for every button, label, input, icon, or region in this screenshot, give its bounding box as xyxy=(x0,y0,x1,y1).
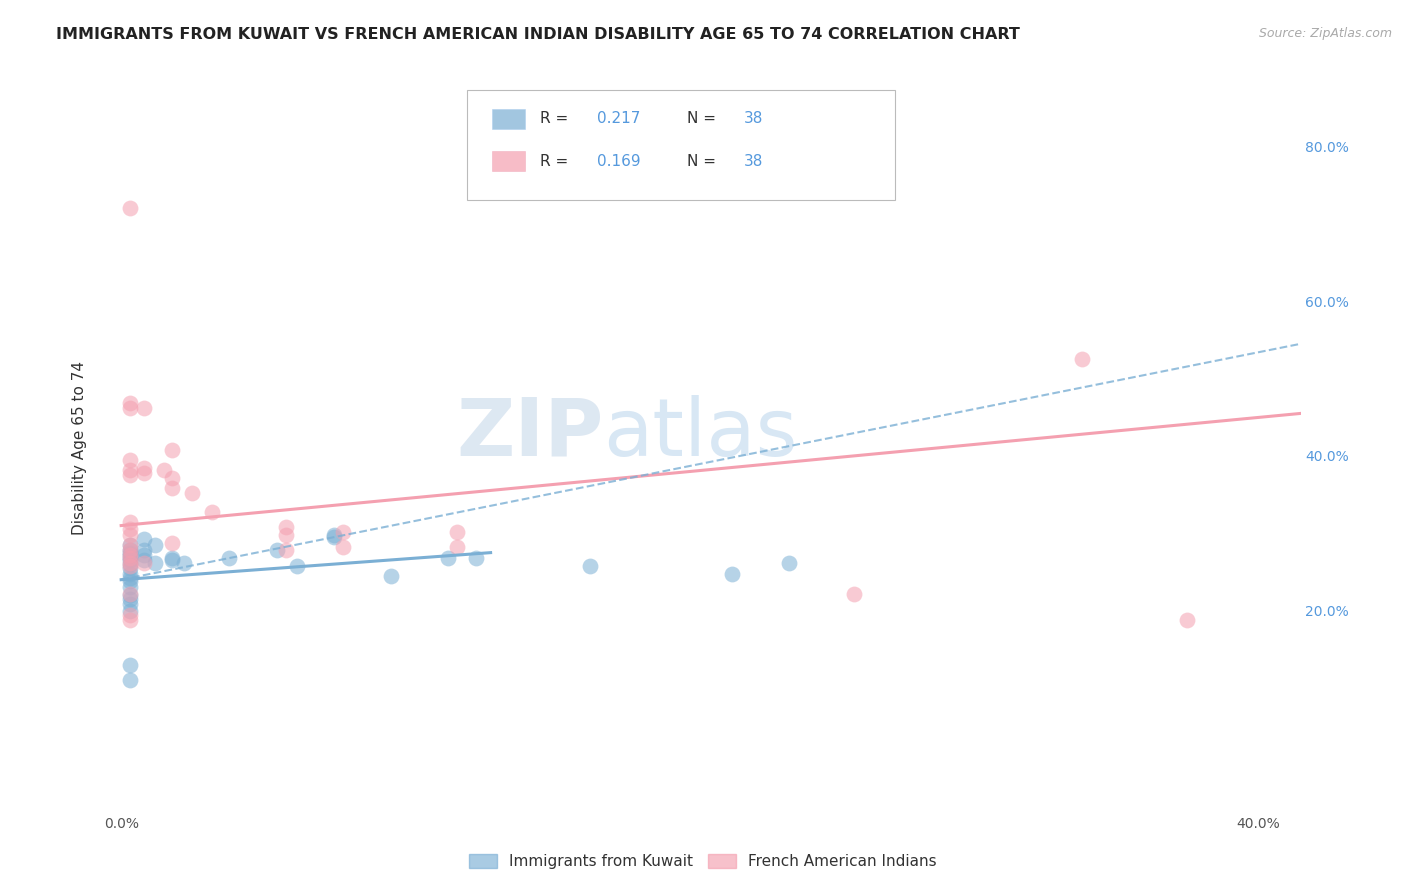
Text: Source: ZipAtlas.com: Source: ZipAtlas.com xyxy=(1258,27,1392,40)
Point xyxy=(118,558,141,573)
Point xyxy=(118,546,141,560)
Point xyxy=(143,556,166,570)
Text: IMMIGRANTS FROM KUWAIT VS FRENCH AMERICAN INDIAN DISABILITY AGE 65 TO 74 CORRELA: IMMIGRANTS FROM KUWAIT VS FRENCH AMERICA… xyxy=(56,27,1021,42)
Point xyxy=(118,561,141,575)
Point xyxy=(132,533,155,547)
Point xyxy=(118,558,141,572)
Point xyxy=(118,202,141,216)
Point xyxy=(118,587,141,601)
Point xyxy=(1175,613,1198,627)
Point xyxy=(118,548,141,562)
Point xyxy=(118,613,141,627)
Point xyxy=(118,463,141,477)
Text: N =: N = xyxy=(688,153,721,169)
Point xyxy=(118,401,141,415)
Point xyxy=(118,571,141,585)
Point xyxy=(132,556,155,570)
Point xyxy=(118,588,141,602)
Point xyxy=(465,551,488,566)
Point xyxy=(118,607,141,622)
Point xyxy=(118,523,141,537)
Point xyxy=(118,468,141,483)
Legend: Immigrants from Kuwait, French American Indians: Immigrants from Kuwait, French American … xyxy=(463,848,943,875)
Point xyxy=(323,528,346,542)
Point xyxy=(118,566,141,581)
Point xyxy=(132,553,155,567)
Point xyxy=(181,486,204,500)
Point xyxy=(162,482,184,496)
Point xyxy=(118,604,141,618)
Point xyxy=(437,551,460,566)
Point xyxy=(1070,352,1092,367)
Text: ZIP: ZIP xyxy=(456,394,603,473)
Point xyxy=(173,556,195,570)
Point xyxy=(446,540,468,554)
Point xyxy=(143,538,166,552)
FancyBboxPatch shape xyxy=(467,90,896,200)
Point xyxy=(274,543,297,558)
Point xyxy=(118,515,141,529)
Point xyxy=(380,569,402,583)
Point xyxy=(332,540,354,554)
Point xyxy=(132,401,155,415)
Point xyxy=(201,505,224,519)
Point xyxy=(118,528,141,542)
Point xyxy=(162,535,184,549)
Point xyxy=(778,556,800,570)
Point xyxy=(266,543,288,558)
Point xyxy=(162,553,184,567)
Point xyxy=(332,524,354,539)
Point xyxy=(132,460,155,475)
Point xyxy=(162,470,184,484)
Point xyxy=(323,530,346,544)
Point xyxy=(118,543,141,558)
Point xyxy=(118,538,141,552)
Point xyxy=(118,673,141,688)
Point xyxy=(579,558,602,573)
Point xyxy=(118,396,141,410)
Point xyxy=(118,598,141,612)
Point xyxy=(162,442,184,457)
Point xyxy=(218,551,240,566)
Point xyxy=(132,548,155,562)
Point xyxy=(132,543,155,558)
Point xyxy=(118,543,141,558)
Point xyxy=(118,556,141,570)
Point xyxy=(118,574,141,589)
Y-axis label: Disability Age 65 to 74: Disability Age 65 to 74 xyxy=(72,361,87,535)
Point xyxy=(132,466,155,480)
Point xyxy=(118,553,141,567)
Point xyxy=(274,520,297,534)
Text: R =: R = xyxy=(540,153,572,169)
Text: 38: 38 xyxy=(744,112,763,127)
Text: N =: N = xyxy=(688,112,721,127)
Point xyxy=(162,551,184,566)
Text: atlas: atlas xyxy=(603,394,797,473)
Text: R =: R = xyxy=(540,112,572,127)
Point xyxy=(118,551,141,566)
Point xyxy=(446,524,468,539)
Text: 0.169: 0.169 xyxy=(598,153,641,169)
Text: 0.217: 0.217 xyxy=(598,112,641,127)
Point xyxy=(118,551,141,566)
Point xyxy=(118,538,141,552)
Point xyxy=(285,558,308,573)
Point xyxy=(118,548,141,562)
Point xyxy=(844,587,866,601)
Point xyxy=(152,463,174,477)
Point xyxy=(721,566,744,581)
FancyBboxPatch shape xyxy=(492,151,526,171)
Point xyxy=(118,581,141,595)
Point xyxy=(118,453,141,467)
Point xyxy=(118,657,141,672)
Point xyxy=(118,592,141,607)
FancyBboxPatch shape xyxy=(492,109,526,129)
Text: 38: 38 xyxy=(744,153,763,169)
Point xyxy=(274,528,297,542)
